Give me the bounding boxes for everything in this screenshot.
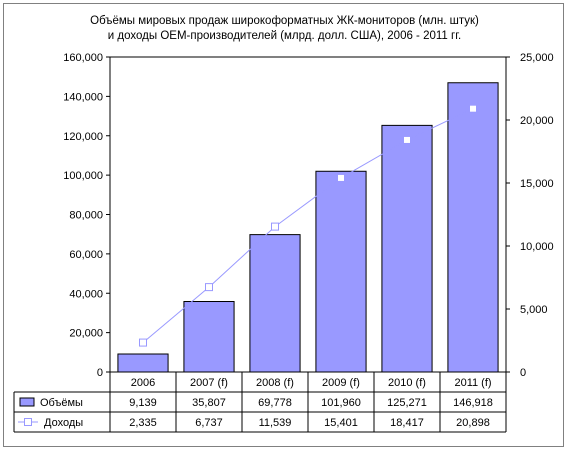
right-axis-tick-label: 10,000 (520, 241, 554, 253)
revenue-point-2011 (469, 104, 477, 113)
revenue-point-2009 (337, 173, 345, 182)
bar-2008 (249, 234, 301, 373)
volume-data-label: 101,960 (321, 397, 361, 409)
right-axis-tick-label: 20,000 (520, 115, 554, 127)
volume-data-label: 35,807 (192, 397, 226, 409)
category-label: 2010 (f) (388, 377, 426, 389)
right-axis-tick-label: 0 (520, 367, 526, 379)
bar-2006 (117, 353, 169, 373)
volume-data-label: 9,139 (129, 397, 157, 409)
legend-label-volumes: Объёмы (40, 397, 83, 409)
left-axis-tick-label: 120,000 (63, 131, 103, 143)
legend-marker-revenue (24, 418, 32, 426)
right-axis-tick-label: 25,000 (520, 52, 554, 64)
left-axis-tick-label: 140,000 (63, 91, 103, 103)
right-axis-tick-label: 5,000 (520, 304, 548, 316)
bar-2011 (447, 82, 499, 373)
category-label: 2011 (f) (454, 377, 491, 389)
revenue-data-label: 2,335 (129, 417, 157, 429)
right-axis-tick-label: 15,000 (520, 178, 554, 190)
revenue-data-label: 11,539 (259, 417, 292, 429)
left-axis-tick-label: 160,000 (63, 52, 103, 64)
left-axis-tick-label: 100,000 (63, 170, 103, 182)
category-label: 2008 (f) (256, 377, 294, 389)
chart-title-line-2: и доходы OEM-производителей (млрд. долл.… (107, 30, 462, 42)
revenue-data-label: 20,898 (456, 417, 490, 429)
left-axis-tick-label: 20,000 (69, 328, 103, 340)
revenue-point-2008 (271, 222, 279, 231)
category-label: 2007 (f) (190, 377, 228, 389)
revenue-data-label: 18,417 (390, 417, 424, 429)
revenue-point-2010 (403, 135, 411, 144)
left-axis-tick-label: 80,000 (69, 210, 103, 222)
volume-data-label: 125,271 (387, 397, 427, 409)
legend-swatch-volumes (19, 397, 35, 407)
chart-title-line-1: Объёмы мировых продаж широкоформатных ЖК… (90, 15, 479, 27)
category-label: 2006 (131, 377, 155, 389)
left-axis-tick-label: 0 (97, 367, 103, 379)
legend-label-revenue: Доходы (44, 417, 83, 429)
revenue-point-2006 (139, 338, 147, 347)
bar-2009 (315, 170, 367, 373)
revenue-line (142, 108, 474, 343)
bar-2007 (183, 301, 235, 373)
revenue-point-2007 (205, 283, 213, 292)
volume-data-label: 146,918 (453, 397, 493, 409)
category-label: 2009 (f) (322, 377, 360, 389)
revenue-data-label: 6,737 (195, 417, 223, 429)
revenue-data-label: 15,401 (324, 417, 358, 429)
left-axis-tick-label: 40,000 (69, 288, 103, 300)
plot-area (109, 56, 507, 373)
bar-2010 (381, 124, 433, 373)
left-axis-tick-label: 60,000 (69, 249, 103, 261)
volume-data-label: 69,778 (258, 397, 292, 409)
